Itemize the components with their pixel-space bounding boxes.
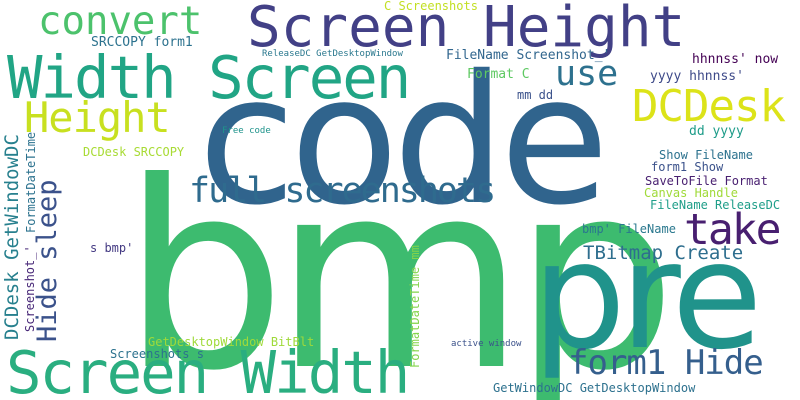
word-dcdesk-srccopy: DCDesk SRCCOPY bbox=[83, 145, 185, 159]
word-width-screen: Width Screen bbox=[7, 43, 411, 112]
word-code: code bbox=[198, 37, 609, 244]
word-bmp: bmp bbox=[122, 127, 677, 400]
word-form1-hide: form1 Hide bbox=[568, 343, 764, 383]
word-filename-releasedc: FileName ReleaseDC bbox=[650, 198, 781, 212]
word-format-c: Format C bbox=[467, 67, 530, 82]
word-height: Height bbox=[24, 93, 171, 142]
word-form1-show: form1 Show bbox=[651, 160, 724, 174]
word-dd-yyyy: dd yyyy bbox=[689, 124, 744, 139]
word-convert: convert bbox=[38, 0, 203, 44]
word-take: take bbox=[684, 205, 782, 255]
word-canvas-handle: Canvas Handle bbox=[644, 186, 738, 200]
word-formatdatetime: FormatDateTime bbox=[24, 131, 38, 233]
word-screenshot: Screenshot_' bbox=[23, 245, 37, 332]
word-getdesktopwindow-bitblt: GetDesktopWindow BitBlt bbox=[148, 335, 315, 349]
word-filename-screenshot: FileName Screenshot_' bbox=[446, 48, 611, 63]
word-releasedc-getdesktopwindow: ReleaseDC GetDesktopWindow bbox=[262, 49, 403, 59]
word-s-bmp: s bmp' bbox=[90, 241, 134, 255]
word-free-code: Free code bbox=[222, 126, 271, 136]
word-screen-width: Screen Width bbox=[6, 338, 410, 400]
word-yyyy-hhnnss: yyyy hhnnss' bbox=[650, 69, 744, 84]
word-screenshots-s: Screenshots s bbox=[110, 347, 204, 361]
word-pre: pre bbox=[532, 210, 763, 382]
word-srccopy-form1: SRCCOPY form1 bbox=[91, 35, 193, 50]
word-use: use bbox=[555, 54, 619, 94]
word-bmp-filename: bmp' FileName bbox=[582, 222, 676, 236]
word-tbitmap-create: TBitmap Create bbox=[583, 242, 744, 264]
word-savetofile-format: SaveToFile Format bbox=[645, 174, 768, 188]
word-mm-dd: mm dd bbox=[517, 88, 554, 102]
word-active-window: active window bbox=[451, 339, 522, 349]
word-c-screenshots: C Screenshots bbox=[384, 0, 478, 13]
word-formatdatetime-mm: FormatDateTime mm bbox=[408, 245, 422, 368]
word-screen-height: Screen Height bbox=[247, 0, 686, 60]
word-full-screenshots: full screenshots bbox=[189, 171, 496, 211]
word-getwindowdc-getdesktopwindow: GetWindowDC GetDesktopWindow bbox=[493, 381, 696, 395]
word-show-filename: Show FileName bbox=[659, 148, 753, 162]
word-hide-sleep: Hide sleep bbox=[32, 179, 63, 342]
word-hhnnss-now: hhnnss' now bbox=[692, 52, 779, 67]
word-dcdesk: DCDesk bbox=[632, 81, 786, 132]
word-dcdesk-getwindowdc: DCDesk GetWindowDC bbox=[1, 134, 23, 340]
